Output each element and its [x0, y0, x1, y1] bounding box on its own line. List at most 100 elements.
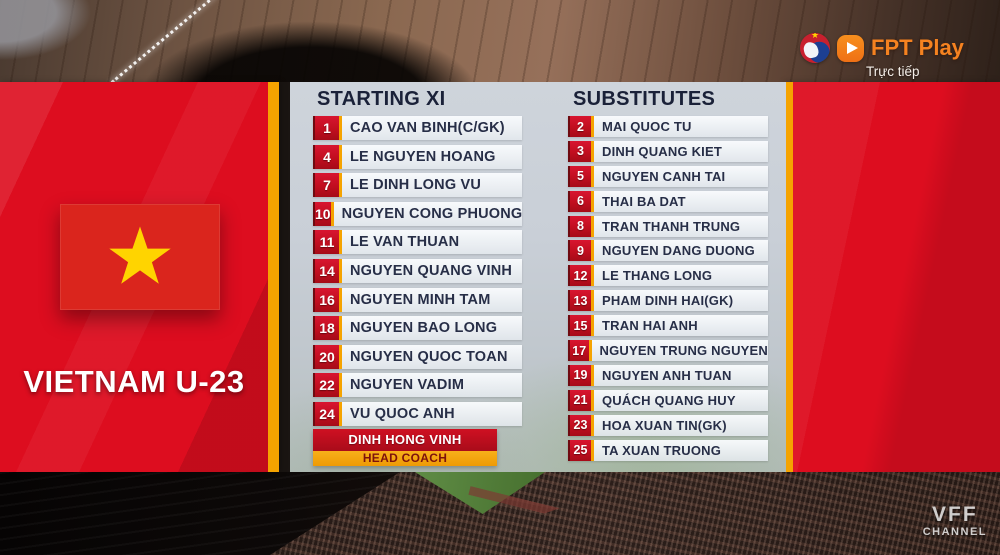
player-number-badge: 8 [568, 215, 594, 237]
vff-star-icon: ★ [810, 33, 820, 40]
player-row: 16 NGUYEN MINH TAM [313, 287, 522, 312]
player-number-badge: 7 [313, 173, 342, 198]
player-number-badge: 9 [568, 240, 594, 262]
player-number-badge: 4 [313, 144, 342, 169]
player-row: 8 TRAN THANH TRUNG [568, 215, 768, 237]
player-name: MAI QUOC TU [602, 119, 692, 134]
player-name: DINH QUANG KIET [602, 143, 722, 159]
player-number-badge: 19 [568, 364, 594, 386]
player-name: TA XUAN TRUONG [602, 442, 722, 458]
player-number-badge: 3 [568, 140, 594, 162]
substitutes-header: SUBSTITUTES [573, 88, 716, 110]
player-number-badge: 23 [568, 414, 594, 436]
coach-role: HEAD COACH [313, 451, 497, 466]
player-number-badge: 12 [568, 265, 594, 287]
player-row: 13 PHAM DINH HAI(GK) [568, 290, 768, 312]
player-number-badge: 5 [568, 165, 594, 187]
player-number-badge: 25 [568, 439, 594, 461]
substitutes-list: 2 MAI QUOC TU 3 DINH QUANG KIET 5 NGUYEN CANH… [568, 116, 768, 461]
player-name: LE DINH LONG VU [350, 177, 482, 194]
player-row: 2 MAI QUOC TU [568, 116, 768, 137]
player-name: TRAN THANH TRUNG [602, 218, 741, 234]
player-number-badge: 6 [568, 190, 594, 212]
player-name: NGUYEN CONG PHUONG [341, 205, 523, 222]
starting-xi-list: 1 CAO VAN BINH(C/GK) 4 LE NGUYEN HOANG 7 LE D… [313, 116, 522, 426]
broadcaster-name: FPT Play [871, 35, 964, 60]
player-row: 15 TRAN HAI ANH [568, 315, 768, 337]
player-row: 23 HOA XUAN TIN(GK) [568, 414, 768, 436]
player-name: NGUYEN QUOC TOAN [350, 348, 508, 365]
player-number-badge: 13 [568, 290, 594, 312]
player-row: 21 QUÁCH QUANG HUY [568, 389, 768, 411]
player-number-badge: 16 [313, 287, 342, 312]
player-name: TRAN HAI ANH [602, 318, 698, 334]
player-row: 19 NGUYEN ANH TUAN [568, 364, 768, 386]
player-row: 9 NGUYEN DANG DUONG [568, 240, 768, 262]
player-name: LE THANG LONG [602, 268, 713, 284]
player-row: 20 NGUYEN QUOC TOAN [313, 344, 522, 369]
player-row: 3 DINH QUANG KIET [568, 140, 768, 162]
player-name: HOA XUAN TIN(GK) [602, 417, 727, 433]
player-name: NGUYEN DANG DUONG [602, 243, 755, 259]
stadium-stands-background [0, 472, 1000, 555]
player-row: 7 LE DINH LONG VU [313, 173, 522, 198]
player-row: 10 NGUYEN CONG PHUONG [313, 201, 523, 226]
coach-banner: DINH HONG VINH HEAD COACH [313, 429, 497, 466]
vietnam-flag [60, 204, 220, 310]
crowd [270, 472, 1000, 555]
live-label: Trực tiếp [866, 64, 920, 79]
player-row: 18 NGUYEN BAO LONG [313, 316, 522, 341]
player-name: NGUYEN TRUNG NGUYEN [599, 343, 768, 359]
player-row: 24 VU QUOC ANH [313, 401, 522, 426]
player-row: 5 NGUYEN CANH TAI [568, 165, 768, 187]
team-name: VIETNAM U-23 [23, 364, 245, 399]
player-row: 11 LE VAN THUAN [313, 230, 522, 255]
team-panel: VIETNAM U-23 [0, 82, 279, 472]
player-name: PHAM DINH HAI(GK) [602, 293, 734, 309]
player-name: THAI BA DAT [602, 193, 686, 209]
channel-watermark: VFF CHANNEL [922, 502, 987, 538]
broadcaster-block: ★ FPT Play Trực tiếp [800, 33, 964, 79]
player-name: NGUYEN CANH TAI [602, 168, 726, 184]
watermark-line2: CHANNEL [922, 526, 987, 538]
watermark-line1: VFF [932, 502, 978, 526]
player-number-badge: 11 [313, 230, 342, 255]
player-number-badge: 1 [313, 116, 342, 140]
player-name: NGUYEN ANH TUAN [602, 367, 732, 383]
player-row: 14 NGUYEN QUANG VINH [313, 258, 522, 283]
player-number-badge: 22 [313, 373, 342, 398]
player-name: NGUYEN QUANG VINH [350, 262, 513, 279]
player-row: 4 LE NGUYEN HOANG [313, 144, 522, 169]
player-number-badge: 24 [313, 401, 342, 426]
player-row: 25 TA XUAN TRUONG [568, 439, 768, 461]
player-number-badge: 17 [568, 340, 592, 362]
player-row: 22 NGUYEN VADIM [313, 373, 522, 398]
stadium-roof-background [0, 0, 1000, 84]
player-row: 12 LE THANG LONG [568, 265, 768, 287]
player-row: 17 NGUYEN TRUNG NGUYEN [568, 340, 768, 362]
player-name: NGUYEN MINH TAM [350, 291, 491, 308]
lineup-panel: STARTING XI SUBSTITUTES 1 CAO VAN BINH(C/… [290, 82, 786, 472]
play-button-icon [837, 34, 864, 62]
player-name: CAO VAN BINH(C/GK) [350, 120, 505, 136]
stadium-lights [110, 0, 216, 84]
player-number-badge: 21 [568, 389, 594, 411]
player-name: NGUYEN VADIM [350, 377, 465, 394]
player-row: 1 CAO VAN BINH(C/GK) [313, 116, 522, 140]
right-red-panel [786, 82, 1000, 472]
flag-star-icon [109, 226, 171, 284]
starting-xi-header: STARTING XI [317, 88, 446, 110]
player-number-badge: 10 [313, 201, 334, 226]
player-name: QUÁCH QUANG HUY [602, 392, 736, 408]
player-number-badge: 2 [568, 116, 594, 137]
coach-name: DINH HONG VINH [313, 429, 497, 451]
player-name: NGUYEN BAO LONG [350, 320, 498, 337]
player-row: 6 THAI BA DAT [568, 190, 768, 212]
player-number-badge: 20 [313, 344, 342, 369]
player-number-badge: 15 [568, 315, 594, 337]
player-number-badge: 14 [313, 258, 342, 283]
player-number-badge: 18 [313, 316, 342, 341]
player-name: VU QUOC ANH [350, 405, 455, 422]
vff-badge-icon: ★ [800, 33, 830, 63]
player-name: LE NGUYEN HOANG [350, 148, 496, 165]
